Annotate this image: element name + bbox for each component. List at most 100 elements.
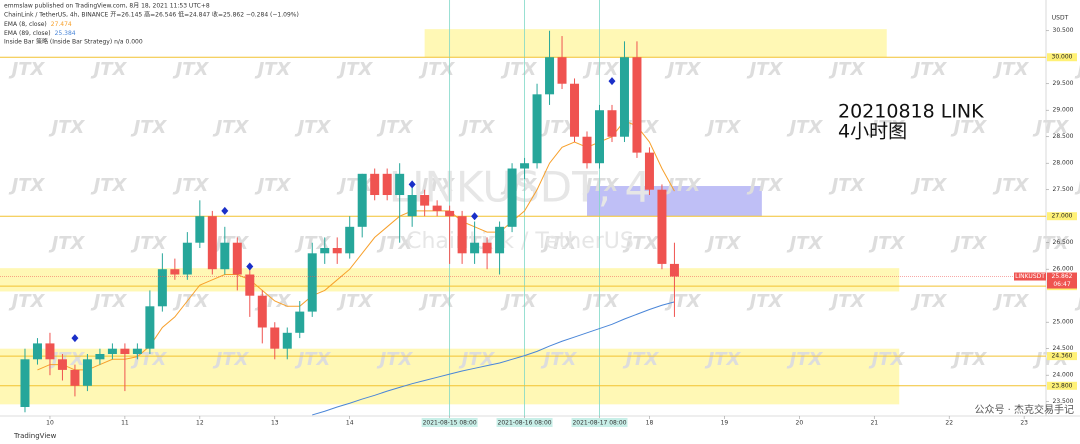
candle-body xyxy=(432,205,442,211)
watermark: JTX xyxy=(541,117,578,138)
level-label-box xyxy=(1047,352,1077,361)
watermark: JTX xyxy=(829,175,866,196)
candle-body xyxy=(282,332,292,349)
y-tick-label: 24.500 xyxy=(1053,345,1074,352)
watermark: JTX xyxy=(419,175,456,196)
watermark: JTX xyxy=(869,233,906,254)
watermark: JTX xyxy=(993,291,1030,312)
watermark: JTX xyxy=(583,291,620,312)
x-tick-label: 19 xyxy=(721,420,729,427)
candle-body xyxy=(45,343,55,360)
candle-body xyxy=(445,210,455,217)
watermark: JTX xyxy=(131,117,168,138)
watermark: JTX xyxy=(951,117,988,138)
candle-body xyxy=(345,226,355,254)
y-tick-label: 24.000 xyxy=(1053,372,1074,379)
signal-marker xyxy=(246,262,254,271)
watermark: JTX xyxy=(869,349,906,370)
credit: 公众号 · 杰克交易手记 xyxy=(974,403,1074,416)
watermark: JTX xyxy=(623,349,660,370)
candle-body xyxy=(307,253,317,312)
watermark: JTX xyxy=(787,117,824,138)
x-tick-label-box xyxy=(421,418,478,427)
watermark: JTX xyxy=(377,117,414,138)
watermark: JTX xyxy=(665,175,702,196)
watermark: JTX xyxy=(911,291,948,312)
watermark: JTX xyxy=(295,117,332,138)
watermark: JTX xyxy=(911,175,948,196)
watermark: JTX xyxy=(173,291,210,312)
candle-body xyxy=(320,248,330,254)
x-tick-label-box xyxy=(571,418,628,427)
x-tick-label: 20 xyxy=(796,420,804,427)
watermark: JTX xyxy=(951,233,988,254)
x-tick-label: 2021-08-15 08:00 xyxy=(423,420,477,427)
watermark: JTX xyxy=(705,117,742,138)
ema-name: EMA (89, close) xyxy=(4,30,51,37)
candle-body xyxy=(607,110,617,137)
y-tick-label: 28.000 xyxy=(1053,160,1074,167)
price-value-box xyxy=(1047,272,1077,289)
candle-body xyxy=(669,263,679,277)
candle-body xyxy=(232,242,242,275)
signal-marker xyxy=(471,212,479,221)
y-tick-label: 29.500 xyxy=(1053,80,1074,87)
symbol-watermark: ChainLink / TetherUS xyxy=(406,229,634,254)
watermark: JTX xyxy=(583,175,620,196)
watermark: JTX xyxy=(665,59,702,80)
x-tick-label: 23 xyxy=(1020,420,1028,427)
ema-line xyxy=(37,120,675,371)
candle-body xyxy=(132,348,142,354)
candle-body xyxy=(32,343,42,360)
candle-body xyxy=(95,353,105,360)
watermark: JTX xyxy=(255,175,292,196)
watermark: JTX xyxy=(173,175,210,196)
watermark: JTX xyxy=(295,349,332,370)
candle-body xyxy=(619,57,629,137)
watermark: JTX xyxy=(665,291,702,312)
header-line: emmslaw published on TradingView.com, 8月… xyxy=(4,3,210,10)
candle-body xyxy=(482,242,492,254)
watermark: JTX xyxy=(9,175,46,196)
candle-body xyxy=(470,242,480,254)
watermark: JTX xyxy=(747,59,784,80)
ema-line xyxy=(312,301,675,416)
watermark: JTX xyxy=(1033,233,1070,254)
candle-body xyxy=(595,110,604,164)
level-label-box xyxy=(1047,381,1077,390)
watermark: JTX xyxy=(501,291,538,312)
watermark: JTX xyxy=(337,59,374,80)
watermark: JTX xyxy=(337,175,374,196)
watermark: JTX xyxy=(623,233,660,254)
candle-body xyxy=(457,216,467,254)
watermark: JTX xyxy=(459,117,496,138)
candle-body xyxy=(357,173,367,227)
watermark: JTX xyxy=(91,59,128,80)
candle-body xyxy=(170,269,180,275)
price-countdown: 06:47 xyxy=(1053,281,1070,288)
candle-body xyxy=(57,359,67,370)
watermark: JTX xyxy=(377,233,414,254)
brand: TradingView xyxy=(13,432,57,440)
candle-body xyxy=(332,248,342,254)
ema-last: 25.384 xyxy=(55,30,76,37)
watermark: JTX xyxy=(91,291,128,312)
candle-body xyxy=(545,57,555,95)
level-label: 24.360 xyxy=(1052,353,1073,360)
watermark: JTX xyxy=(541,349,578,370)
x-tick-label-box xyxy=(496,418,553,427)
candle-body xyxy=(157,269,167,307)
watermark: JTX xyxy=(1033,117,1070,138)
y-tick-label: 26.000 xyxy=(1053,266,1074,273)
y-tick-label: 29.000 xyxy=(1053,107,1074,114)
header-bg xyxy=(0,0,170,52)
candle-body xyxy=(395,173,405,196)
watermark: JTX xyxy=(337,291,374,312)
signal-marker xyxy=(221,206,229,215)
ema-last: 27.474 xyxy=(51,21,72,28)
candle-body xyxy=(532,94,542,164)
watermark: JTX xyxy=(787,349,824,370)
zone xyxy=(424,29,887,58)
watermark: JTX xyxy=(131,233,168,254)
candle-body xyxy=(182,242,192,275)
